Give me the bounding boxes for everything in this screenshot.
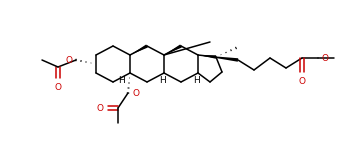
Text: H: H (118, 76, 125, 84)
Text: O: O (96, 103, 103, 113)
Text: O: O (55, 83, 61, 92)
Text: O: O (299, 77, 305, 86)
Text: O: O (65, 55, 72, 65)
Polygon shape (130, 44, 148, 55)
Polygon shape (164, 44, 182, 55)
Text: O: O (132, 88, 139, 97)
Text: H: H (158, 76, 165, 84)
Text: O: O (322, 53, 329, 63)
Polygon shape (198, 55, 216, 59)
Polygon shape (198, 55, 238, 62)
Text: H: H (193, 76, 199, 84)
